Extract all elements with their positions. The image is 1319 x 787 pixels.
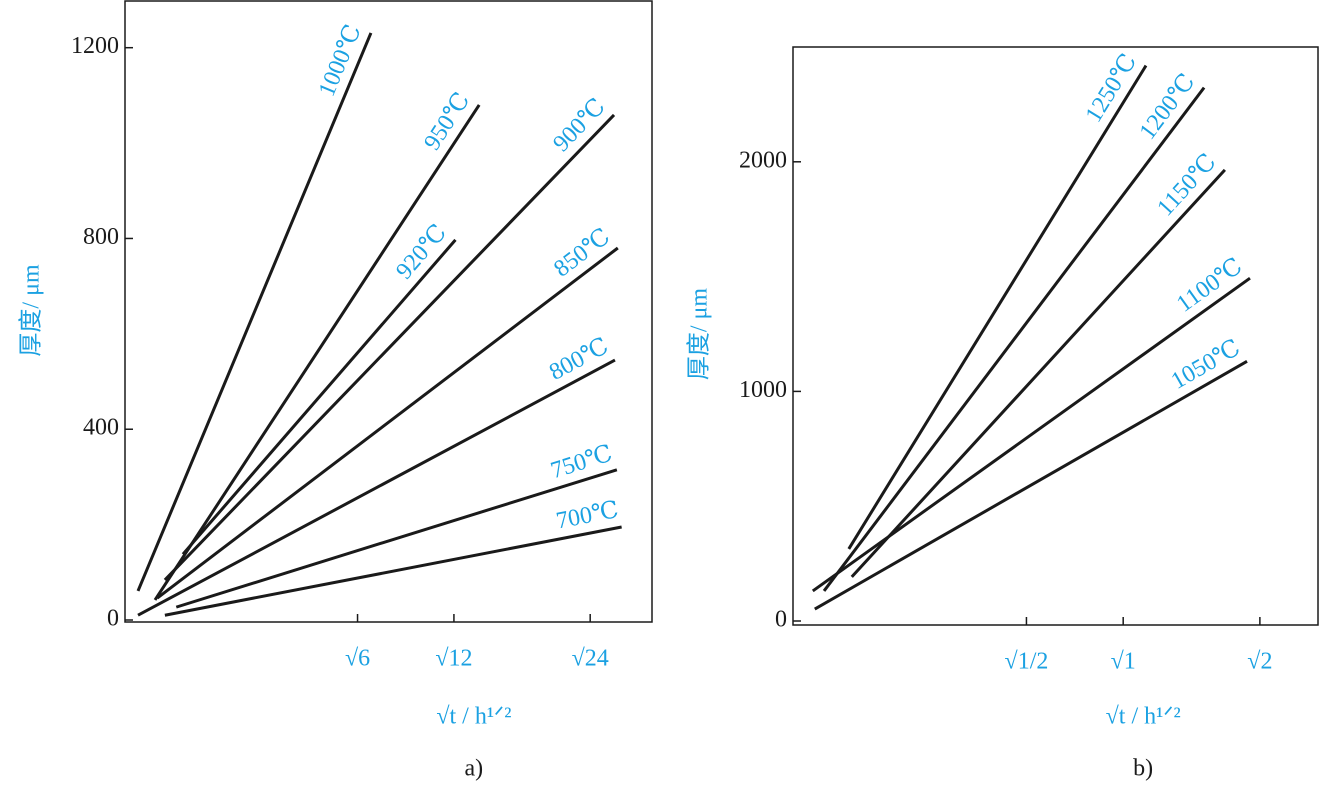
series-label: 750℃ xyxy=(548,441,616,485)
series-line xyxy=(164,525,622,617)
series-line xyxy=(137,358,616,617)
series-line xyxy=(175,468,618,609)
y-tick-label: 1000 xyxy=(739,377,787,403)
series-line xyxy=(822,86,1206,592)
y-tick-label: 0 xyxy=(107,606,119,632)
series-line xyxy=(136,32,373,592)
x-tick-label: √12 xyxy=(435,646,472,672)
x-tick-label: √6 xyxy=(345,646,370,672)
y-tick-label: 400 xyxy=(83,415,119,441)
series-line xyxy=(811,276,1251,593)
series-line xyxy=(814,360,1248,611)
y-tick-label: 2000 xyxy=(739,147,787,173)
y-tick-label: 1200 xyxy=(71,33,119,59)
x-axis-label: √t / h¹ᐟ² xyxy=(436,704,511,730)
series-line xyxy=(163,113,616,581)
series-label: 900℃ xyxy=(548,94,610,157)
plot-frame xyxy=(124,0,653,623)
x-tick-label: √1 xyxy=(1111,649,1136,675)
x-axis-label: √t / h¹ᐟ² xyxy=(1106,704,1181,730)
plot-frame xyxy=(792,46,1319,626)
x-tick-label: √2 xyxy=(1247,649,1272,675)
series-line xyxy=(847,64,1148,550)
caption: a) xyxy=(465,756,484,782)
x-tick-label: √24 xyxy=(572,646,609,672)
series-line xyxy=(181,238,457,556)
y-axis-label: 厚度/ μm xyxy=(18,264,45,357)
series-line xyxy=(153,104,481,601)
series-line xyxy=(850,168,1226,578)
y-tick-label: 0 xyxy=(775,607,787,633)
y-tick-label: 800 xyxy=(83,224,119,250)
series-line xyxy=(156,246,619,600)
y-axis-label: 厚度/ μm xyxy=(686,288,713,381)
caption: b) xyxy=(1133,756,1153,782)
x-tick-label: √1/2 xyxy=(1005,649,1049,675)
